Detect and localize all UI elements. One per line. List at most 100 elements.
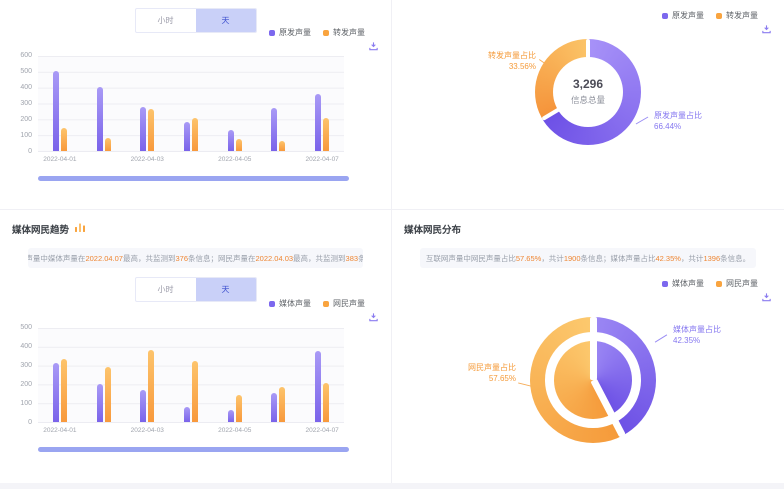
y-axis-tick: 500	[20, 68, 32, 75]
chart-scrollbar[interactable]	[38, 176, 349, 181]
bar-group[interactable]	[140, 56, 155, 151]
bar-group[interactable]	[140, 328, 155, 422]
x-axis-tick	[82, 427, 126, 434]
chart-scrollbar[interactable]	[38, 447, 349, 452]
legend-label: 媒体声量	[279, 299, 311, 308]
legend-marker-orange	[323, 29, 329, 36]
bar-group[interactable]	[183, 328, 198, 422]
page-scrollbar-track[interactable]	[0, 483, 784, 489]
bar[interactable]	[279, 387, 286, 422]
legend-item-origin[interactable]: 原发声量	[269, 27, 311, 38]
bar[interactable]	[140, 106, 147, 151]
chart-legend: 原发声量 转发声量	[269, 27, 365, 38]
label-connector	[518, 382, 531, 387]
download-icon[interactable]	[761, 24, 772, 35]
panel-volume-trend: 小时 天 原发声量 转发声量 600 500 400 300 200 100 0 2022-…	[0, 0, 392, 210]
bar[interactable]	[235, 394, 242, 422]
bar[interactable]	[271, 108, 278, 151]
bar[interactable]	[323, 117, 330, 151]
donut-chart[interactable]: 3,296 信息总量	[535, 39, 641, 145]
bar[interactable]	[140, 390, 147, 422]
x-axis-tick: 2022-04-03	[130, 427, 164, 434]
chart-legend: 原发声量 转发声量	[662, 10, 758, 21]
legend-item-repost[interactable]: 转发声量	[716, 10, 758, 21]
nested-donut-chart[interactable]	[530, 317, 656, 443]
legend-label: 原发声量	[672, 11, 704, 20]
x-axis-tick	[169, 427, 213, 434]
x-axis-tick	[257, 427, 301, 434]
label-connector	[654, 334, 668, 343]
granularity-toggle: 小时 天	[134, 277, 257, 302]
toggle-day-button[interactable]: 天	[195, 278, 256, 301]
bar-group[interactable]	[96, 328, 111, 422]
legend-marker-orange	[716, 12, 722, 19]
bar-group[interactable]	[271, 56, 286, 151]
download-icon[interactable]	[761, 292, 772, 303]
bar-group[interactable]	[52, 56, 67, 151]
bar[interactable]	[148, 350, 155, 422]
bar-group[interactable]	[315, 56, 330, 151]
bar-chart-canvas[interactable]	[38, 56, 344, 152]
bar[interactable]	[279, 140, 286, 151]
bar[interactable]	[104, 137, 111, 151]
y-axis-tick: 100	[20, 400, 32, 407]
bar[interactable]	[191, 117, 198, 151]
desc-segment: 383	[345, 253, 359, 263]
legend-marker-purple	[662, 280, 668, 287]
desc-segment: 2022.04.03	[255, 253, 294, 263]
legend-item-origin[interactable]: 原发声量	[662, 10, 704, 21]
bar[interactable]	[148, 109, 155, 151]
download-icon[interactable]	[368, 41, 379, 52]
bar[interactable]	[104, 366, 111, 422]
panel-media-netizen-distribution: 媒体网民分布 互联网声量中网民声量占比 57.65% ，共计 1900 条信息；媒体声量…	[392, 210, 784, 483]
bar-group[interactable]	[227, 328, 242, 422]
bar[interactable]	[271, 392, 278, 422]
download-icon[interactable]	[368, 312, 379, 323]
legend-label: 原发声量	[279, 28, 311, 37]
bar[interactable]	[315, 351, 322, 422]
bar-group[interactable]	[315, 328, 330, 422]
bar[interactable]	[191, 360, 198, 422]
bar[interactable]	[96, 383, 103, 422]
toggle-day-button[interactable]: 天	[195, 9, 256, 32]
toggle-hour-button[interactable]: 小时	[157, 16, 174, 25]
bar-group[interactable]	[52, 328, 67, 422]
slice-label-pct: 57.65%	[488, 374, 516, 383]
legend-item-netizen[interactable]: 网民声量	[323, 298, 365, 309]
x-axis: 2022-04-01 2022-04-03 2022-04-05 2022-04-07	[38, 427, 344, 434]
bar-chart-icon	[74, 222, 86, 236]
slice-label-name: 媒体声量占比	[673, 325, 721, 334]
slice-label-pct: 33.56%	[508, 62, 536, 71]
bar-group[interactable]	[271, 328, 286, 422]
bar[interactable]	[323, 383, 330, 422]
legend-item-repost[interactable]: 转发声量	[323, 27, 365, 38]
bar[interactable]	[96, 86, 103, 151]
bar-group[interactable]	[96, 56, 111, 151]
desc-segment: 376	[175, 253, 188, 263]
x-axis-tick: 2022-04-01	[43, 156, 77, 163]
bar[interactable]	[60, 127, 67, 151]
legend-label: 转发声量	[726, 11, 758, 20]
bar-group[interactable]	[227, 56, 242, 151]
legend-item-media[interactable]: 媒体声量	[662, 278, 704, 289]
bar[interactable]	[227, 130, 234, 151]
slice-label-pct: 42.35%	[673, 336, 701, 345]
y-axis: 600 500 400 300 200 100 0	[2, 52, 32, 155]
bar[interactable]	[235, 139, 242, 151]
legend-label: 网民声量	[726, 279, 758, 288]
bar[interactable]	[60, 359, 67, 422]
bar[interactable]	[227, 409, 234, 422]
bar[interactable]	[52, 71, 59, 151]
legend-marker-orange	[716, 280, 722, 287]
bar-chart-canvas[interactable]	[38, 328, 344, 423]
bar[interactable]	[183, 406, 190, 422]
legend-item-media[interactable]: 媒体声量	[269, 298, 311, 309]
bar[interactable]	[183, 121, 190, 151]
bar[interactable]	[52, 362, 59, 422]
legend-item-netizen[interactable]: 网民声量	[716, 278, 758, 289]
bar[interactable]	[315, 94, 322, 151]
toggle-hour-button[interactable]: 小时	[157, 285, 174, 294]
desc-segment: 条信息；媒体声量占比	[580, 253, 656, 263]
bar-group[interactable]	[183, 56, 198, 151]
